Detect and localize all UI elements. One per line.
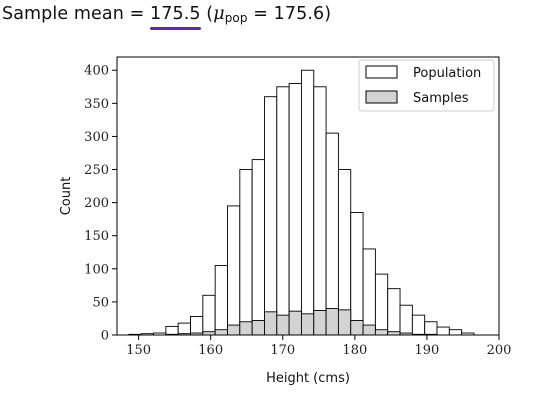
population-bar	[264, 96, 278, 336]
samples-bar	[288, 310, 302, 336]
population-bars	[128, 69, 475, 336]
population-bar	[313, 86, 327, 336]
samples-bar	[239, 321, 253, 336]
legend: Population Samples	[358, 59, 495, 112]
x-tick-label: 160	[198, 343, 223, 358]
x-tick-label: 180	[342, 343, 367, 358]
y-tick-label: 250	[84, 163, 109, 178]
population-bar	[325, 132, 339, 336]
population-bar	[399, 304, 413, 336]
y-tick-label: 200	[84, 196, 109, 211]
y-tick-label: 150	[84, 229, 109, 244]
highlight-underline	[150, 27, 201, 30]
population-mean-text: = 175.6)	[247, 4, 332, 24]
legend-samples-swatch	[365, 90, 398, 104]
y-tick-label: 400	[84, 64, 109, 79]
x-axis-ticks: 150 160 170 180 190 200	[126, 335, 511, 358]
mu-symbol: μ	[213, 4, 225, 24]
population-bar	[362, 248, 376, 336]
legend-samples-label: Samples	[413, 91, 469, 106]
population-bar	[288, 83, 302, 336]
y-tick-label: 0	[101, 329, 109, 344]
x-tick-label: 190	[415, 343, 440, 358]
population-bar	[374, 273, 389, 336]
legend-population-label: Population	[413, 66, 481, 81]
x-tick-label: 200	[487, 343, 512, 358]
population-bar	[411, 314, 426, 336]
population-bar	[165, 325, 179, 336]
x-tick-label: 150	[126, 343, 151, 358]
samples-bar	[276, 314, 290, 336]
samples-bar	[362, 324, 376, 336]
population-bar	[300, 69, 315, 336]
headline-open-paren: (	[200, 4, 214, 24]
y-axis-label: Count	[59, 177, 74, 216]
y-tick-label: 350	[84, 97, 109, 112]
samples-bar	[214, 329, 228, 336]
population-bar	[214, 265, 228, 336]
population-bar	[424, 321, 438, 336]
population-bar	[202, 294, 216, 336]
x-tick-label: 170	[270, 343, 295, 358]
population-bar	[387, 288, 401, 336]
population-bar	[251, 159, 265, 336]
population-bar	[436, 326, 450, 336]
samples-bar	[325, 308, 339, 336]
plot-frame	[116, 56, 500, 336]
samples-bars	[165, 308, 438, 336]
y-axis-ticks: 0 50 100 150 200 250 300 350 400	[84, 64, 117, 344]
population-bar	[276, 86, 290, 336]
population-bar	[239, 169, 253, 336]
population-bar	[227, 205, 241, 336]
mu-subscript: pop	[224, 11, 248, 25]
y-tick-label: 100	[84, 262, 109, 277]
y-tick-label: 300	[84, 130, 109, 145]
population-bar	[350, 212, 364, 336]
samples-bar	[264, 311, 278, 336]
population-bar	[448, 329, 463, 336]
samples-bar	[300, 313, 315, 336]
population-bar	[177, 322, 191, 336]
x-axis-label: Height (cms)	[266, 371, 350, 386]
samples-bar	[337, 309, 352, 336]
legend-population-swatch	[365, 65, 398, 79]
samples-bar	[374, 329, 389, 336]
sample-mean-headline: Sample mean = 175.5 (μpop = 175.6)	[2, 4, 332, 30]
samples-bar	[251, 319, 265, 336]
samples-bar	[313, 310, 327, 336]
headline-prefix: Sample mean =	[2, 4, 150, 24]
sample-mean-value: 175.5	[150, 4, 201, 30]
population-bar	[190, 316, 204, 336]
samples-bar	[227, 324, 241, 336]
y-tick-label: 50	[92, 295, 109, 310]
samples-bar	[350, 319, 364, 336]
